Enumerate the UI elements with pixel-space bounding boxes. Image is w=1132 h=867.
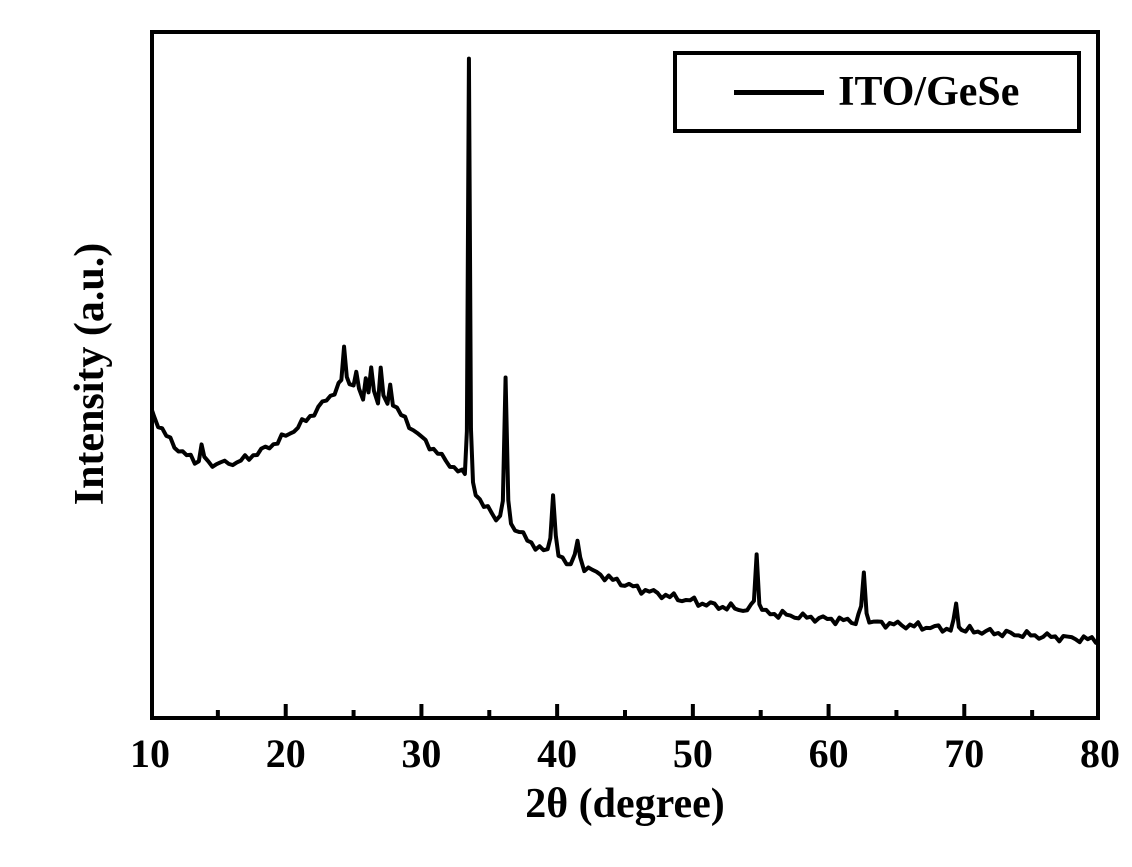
y-axis-label: Intensity (a.u.) xyxy=(66,174,114,574)
x-axis-label: 2θ (degree) xyxy=(465,780,785,828)
legend-box: ITO/GeSe xyxy=(673,51,1082,134)
x-tick-label: 30 xyxy=(401,730,441,777)
x-tick-label: 40 xyxy=(537,730,577,777)
x-tick-label: 20 xyxy=(266,730,306,777)
plot-svg xyxy=(150,30,1100,720)
legend-line-sample xyxy=(734,90,824,95)
x-tick-label: 10 xyxy=(130,730,170,777)
legend-label: ITO/GeSe xyxy=(838,68,1019,116)
x-tick-label: 50 xyxy=(673,730,713,777)
plot-area: ITO/GeSe xyxy=(150,30,1100,720)
x-tick-label: 80 xyxy=(1080,730,1120,777)
xrd-figure: ITO/GeSe Intensity (a.u.) 2θ (degree) 10… xyxy=(0,0,1132,867)
x-tick-label: 70 xyxy=(944,730,984,777)
x-tick-label: 60 xyxy=(809,730,849,777)
